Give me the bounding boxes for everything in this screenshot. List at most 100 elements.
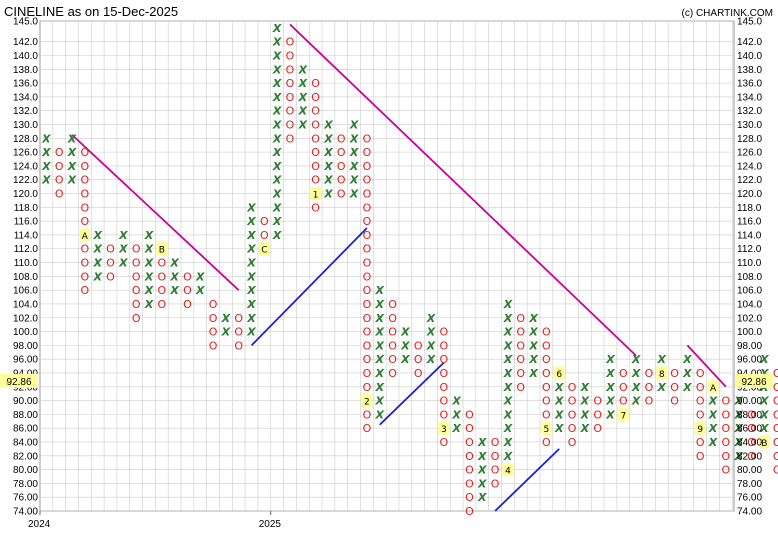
o-box: O <box>516 312 525 325</box>
o-box: O <box>773 450 778 463</box>
o-box: O <box>55 188 64 201</box>
o-box: O <box>593 422 602 435</box>
x-axis-label: 2025 <box>259 519 282 530</box>
x-box: X <box>144 270 154 283</box>
o-box: O <box>81 174 90 187</box>
month-marker: 1 <box>313 191 319 201</box>
x-box: X <box>554 395 564 408</box>
y-tick-right: 78.00 <box>737 479 762 490</box>
o-box: O <box>337 132 346 145</box>
x-box: X <box>246 298 256 311</box>
o-box: O <box>465 477 474 490</box>
x-box: X <box>426 339 436 352</box>
y-tick-right: 118.0 <box>737 203 762 214</box>
y-tick-left: 130.0 <box>13 120 38 131</box>
watermark: (c) CHARTINK.COM <box>682 8 773 19</box>
o-box: O <box>439 408 448 421</box>
x-box: X <box>682 367 692 380</box>
y-tick-right: 88.00 <box>737 410 762 421</box>
o-box: O <box>516 381 525 394</box>
o-box: O <box>568 422 577 435</box>
x-box: X <box>323 132 333 145</box>
x-box: X <box>272 63 282 76</box>
x-box: X <box>631 367 641 380</box>
x-box: X <box>246 201 256 214</box>
o-box: O <box>439 326 448 339</box>
o-box: O <box>363 215 372 228</box>
o-box: O <box>516 367 525 380</box>
y-tick-left: 76.00 <box>13 493 38 504</box>
o-box: O <box>439 339 448 352</box>
o-box: O <box>568 381 577 394</box>
x-box: X <box>272 215 282 228</box>
month-marker-bg <box>656 366 668 380</box>
o-box: O <box>286 105 295 118</box>
o-box: O <box>363 353 372 366</box>
trendlines <box>71 23 727 512</box>
o-box: O <box>337 188 346 201</box>
x-box: X <box>451 395 461 408</box>
o-box: O <box>183 284 192 297</box>
o-box: O <box>414 367 423 380</box>
o-box: O <box>209 326 218 339</box>
x-box: X <box>503 450 513 463</box>
o-box: O <box>542 367 551 380</box>
x-box: X <box>503 381 513 394</box>
x-box: X <box>195 270 205 283</box>
y-tick-left: 145.0 <box>13 17 38 28</box>
y-tick-right: 84.00 <box>737 437 762 448</box>
o-box: O <box>773 464 778 477</box>
x-box: X <box>374 395 384 408</box>
month-marker-bg <box>156 242 168 256</box>
o-box: O <box>696 395 705 408</box>
month-marker: 5 <box>544 425 550 435</box>
y-tick-left: 80.00 <box>13 465 38 476</box>
o-box: O <box>81 215 90 228</box>
x-box: X <box>580 381 590 394</box>
month-marker: 7 <box>620 411 626 421</box>
x-box: X <box>708 408 718 421</box>
month-marker: C <box>261 246 267 256</box>
o-box: O <box>439 381 448 394</box>
x-box: X <box>554 422 564 435</box>
o-box: O <box>286 119 295 132</box>
x-box: X <box>708 422 718 435</box>
o-box: O <box>491 450 500 463</box>
x-box: X <box>708 395 718 408</box>
y-tick-right: 80.00 <box>737 465 762 476</box>
y-tick-left: 78.00 <box>13 479 38 490</box>
y-tick-right: 130.0 <box>737 120 762 131</box>
o-box: O <box>81 257 90 270</box>
y-tick-right: 82.00 <box>737 451 762 462</box>
y-tick-right: 140.0 <box>737 51 762 62</box>
o-box: O <box>542 436 551 449</box>
y-tick-left: 82.00 <box>13 451 38 462</box>
x-box: X <box>374 339 384 352</box>
o-box: O <box>542 326 551 339</box>
x-box: X <box>41 160 51 173</box>
x-box: X <box>528 353 538 366</box>
o-box: O <box>132 312 141 325</box>
o-box: O <box>491 436 500 449</box>
resistance-trendline <box>71 134 240 291</box>
x-box: X <box>759 408 769 421</box>
x-box: X <box>759 395 769 408</box>
o-box: O <box>157 284 166 297</box>
o-box: O <box>81 160 90 173</box>
x-box: X <box>759 422 769 435</box>
o-box: O <box>465 422 474 435</box>
o-box: O <box>81 188 90 201</box>
o-box: O <box>363 243 372 256</box>
price-tag-label: 92.86 <box>741 377 766 388</box>
x-box: X <box>605 381 615 394</box>
y-tick-left: 112.0 <box>14 244 39 255</box>
o-box: O <box>696 367 705 380</box>
o-box: O <box>337 146 346 159</box>
o-box: O <box>363 367 372 380</box>
o-box: O <box>363 188 372 201</box>
o-box: O <box>773 408 778 421</box>
x-box: X <box>169 257 179 270</box>
price-tag <box>735 373 773 388</box>
